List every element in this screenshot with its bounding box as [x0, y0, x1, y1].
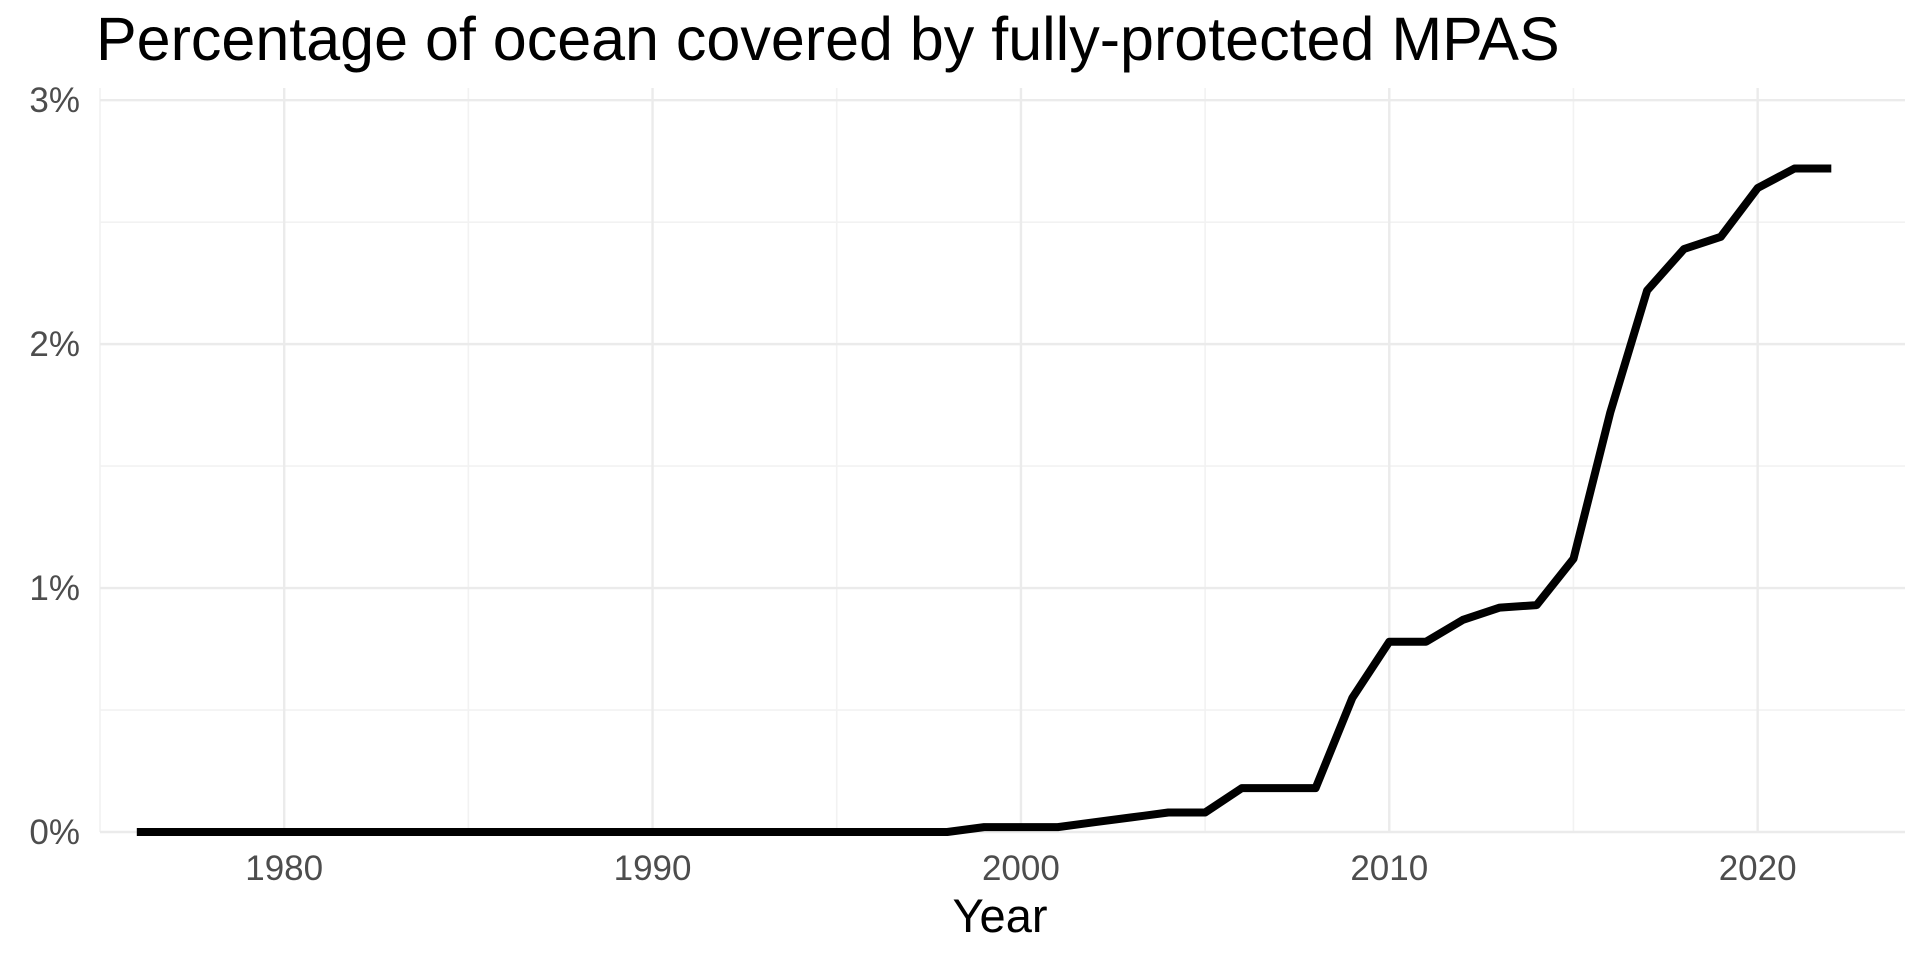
y-tick-label: 2% [29, 325, 80, 364]
y-axis-tick-labels: 0% 1% 2% 3% [29, 81, 80, 852]
minor-gridlines [99, 88, 1905, 832]
series-layer [136, 164, 1832, 836]
chart-title: Percentage of ocean covered by fully-pro… [96, 5, 1560, 73]
y-tick-label: 3% [29, 81, 80, 120]
x-tick-label: 2000 [982, 849, 1060, 888]
x-axis-tick-labels: 1980 1990 2000 2010 2020 [245, 849, 1796, 888]
x-axis-title: Year [953, 889, 1048, 942]
y-tick-label: 1% [29, 569, 80, 608]
x-tick-label: 2020 [1719, 849, 1797, 888]
y-tick-label: 0% [29, 813, 80, 852]
x-tick-label: 1980 [245, 849, 323, 888]
x-tick-label: 1990 [614, 849, 692, 888]
series-line [136, 164, 1832, 836]
major-gridlines [100, 88, 1905, 834]
x-tick-label: 2010 [1350, 849, 1428, 888]
